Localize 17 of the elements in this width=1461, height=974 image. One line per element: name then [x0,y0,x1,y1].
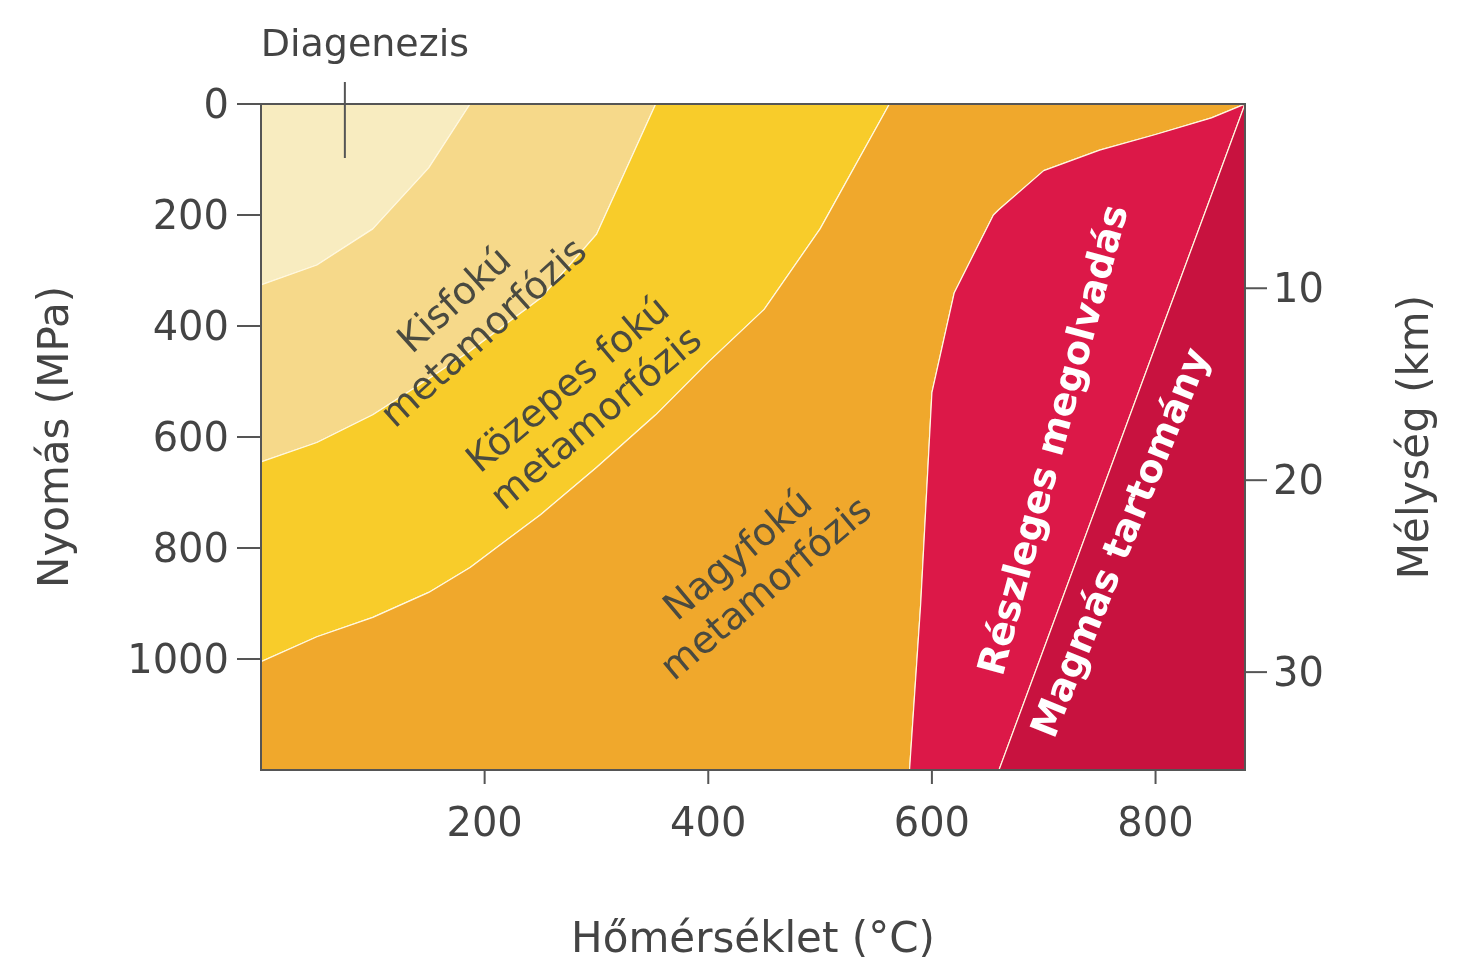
y-tick-label: 0 [203,81,229,127]
y-tick-label: 800 [152,525,229,571]
ref-line-label: Diagenezis [260,21,470,65]
x-tick-label: 800 [1117,799,1194,845]
x-tick-label: 400 [670,799,747,845]
y2-tick-label: 20 [1273,457,1324,504]
y-tick-label: 600 [152,414,229,460]
y-tick-label: 1000 [127,636,229,682]
y2-tick-label: 10 [1273,265,1324,312]
x-axis-title: Hőmérséklet (°C) [571,913,935,962]
y2-tick-label: 30 [1273,649,1324,696]
y-tick-label: 400 [152,303,229,349]
y2-axis-title: Mélység (km) [1389,294,1438,580]
y-axis-title: Nyomás (MPa) [29,285,78,589]
x-tick-label: 200 [446,799,523,845]
y-tick-label: 200 [152,192,229,238]
x-tick-label: 600 [893,799,971,845]
